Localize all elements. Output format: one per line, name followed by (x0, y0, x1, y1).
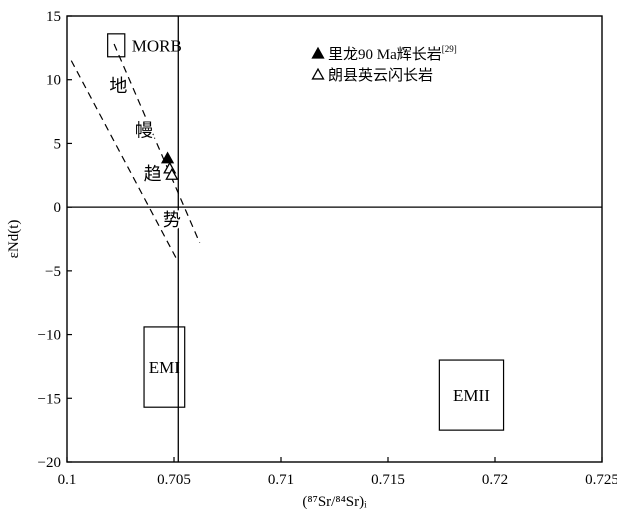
legend-label-1: 里龙90 Ma辉长岩[29] (328, 44, 457, 63)
y-tick-label-2: 10 (46, 73, 61, 89)
data-point-2-2 (165, 168, 179, 180)
region-box-emii (438, 359, 505, 431)
y-tick-label-7: −15 (38, 391, 61, 407)
y-tick-label-4: 0 (54, 200, 62, 216)
mantle-array-char-4: 势 (163, 210, 181, 230)
x-tick-label-6: 0.725 (585, 472, 617, 488)
legend: 里龙90 Ma辉长岩[29] 朗县英云闪长岩 (311, 44, 457, 84)
axes: 0.1 0.705 0.71 0.715 0.72 0.725 15 10 5 0 −5 −10 −15… (6, 9, 617, 510)
region-label-emi: EMI (149, 358, 181, 377)
mantle-array-char-1: 地 (109, 76, 127, 96)
mantle-array-line-1 (70, 60, 177, 259)
data-point-1-1 (160, 151, 175, 164)
mantle-array-line-2 (113, 43, 201, 244)
x-tick-label-1: 0.1 (58, 472, 77, 488)
x-tick-label-3: 0.71 (268, 472, 294, 488)
y-tick-label-1: 15 (46, 9, 61, 25)
regions: MORB EMI EMII (107, 33, 505, 431)
x-tick-label-4: 0.715 (371, 472, 405, 488)
y-tick-label-8: −20 (38, 455, 61, 471)
data-points (160, 151, 179, 180)
region-box-emi (143, 326, 186, 408)
x-axis-title: (⁸⁷Sr/⁸⁴Sr)ᵢ (302, 494, 367, 510)
mantle-array-char-2: 幔 (135, 121, 153, 141)
x-tick-label-2: 0.705 (157, 472, 191, 488)
y-tick-label-6: −10 (38, 328, 61, 344)
legend-label-2: 朗县英云闪长岩 (328, 66, 433, 84)
region-label-morb: MORB (132, 36, 182, 55)
reference-lines (67, 16, 602, 462)
y-tick-label-3: 5 (54, 136, 62, 152)
plot-frame (66, 15, 603, 463)
mantle-array-char-3: 趋 (144, 164, 162, 184)
y-axis-title: εNd(t) (6, 220, 22, 259)
legend-marker-1 (311, 46, 325, 59)
region-label-emii: EMII (453, 386, 490, 405)
x-tick-label-5: 0.72 (482, 472, 508, 488)
region-box-morb (107, 33, 126, 58)
legend-marker-2 (311, 67, 325, 80)
y-tick-label-5: −5 (45, 264, 61, 280)
